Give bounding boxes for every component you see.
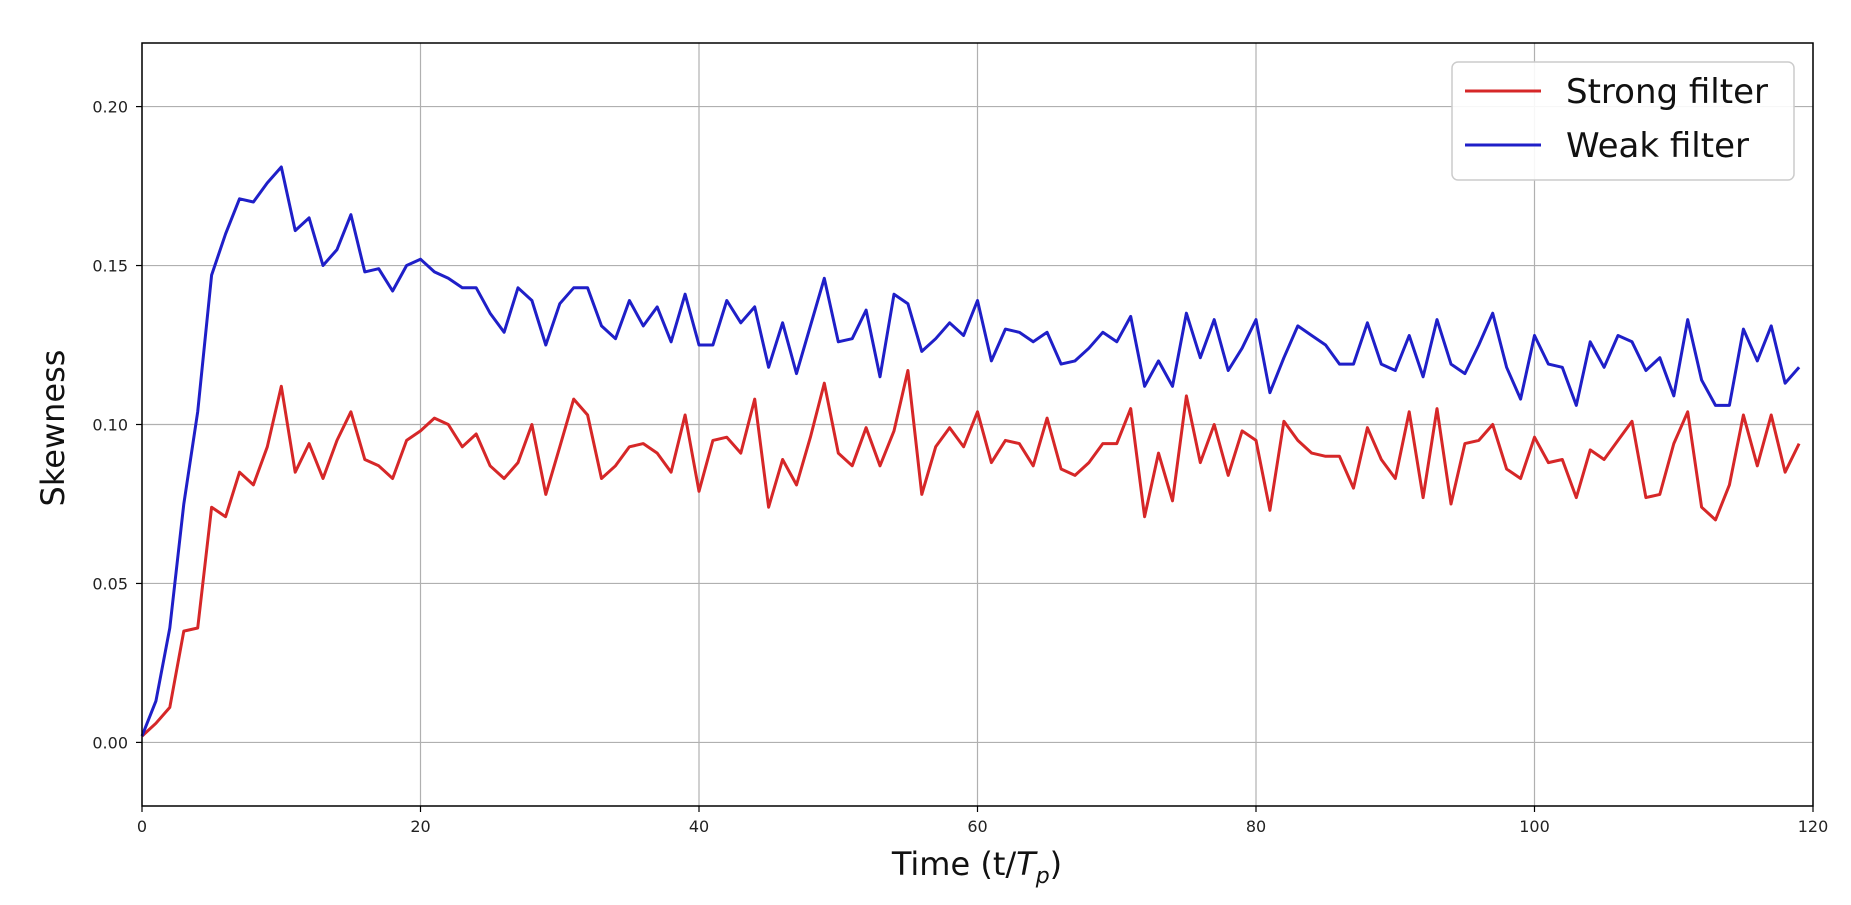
x-axis-title-variable: T (1016, 845, 1038, 883)
x-tick-label: 20 (410, 817, 430, 836)
y-tick-label: 0.05 (92, 574, 128, 593)
x-tick-label: 100 (1519, 817, 1550, 836)
grid (141, 43, 1814, 806)
y-tick-label: 0.20 (92, 98, 128, 117)
y-tick-label: 0.10 (92, 416, 128, 435)
x-tick-label: 80 (1246, 817, 1266, 836)
x-tick-label: 40 (689, 817, 709, 836)
x-axis-ticks: 0 20 40 60 80 100 120 (137, 806, 1828, 836)
x-tick-label: 0 (137, 817, 147, 836)
y-axis-title: Skewness (34, 350, 72, 507)
x-axis-title-prefix: Time (t/ (891, 845, 1017, 883)
y-axis-ticks: 0.00 0.05 0.10 0.15 0.20 (92, 98, 142, 752)
legend-label-strong-filter: Strong filter (1566, 72, 1768, 112)
y-tick-label: 0.15 (92, 257, 128, 276)
series-line-weak-filter (140, 165, 1801, 737)
legend-label-weak-filter: Weak filter (1566, 126, 1749, 166)
series-layer (140, 165, 1801, 738)
y-tick-label: 0.00 (92, 733, 128, 752)
legend: Strong filter Weak filter (1451, 61, 1795, 181)
x-axis-title-subscript: p (1035, 864, 1050, 889)
series-line-strong-filter (140, 369, 1801, 738)
x-axis-title-suffix: ) (1050, 845, 1062, 883)
x-tick-label: 120 (1798, 817, 1829, 836)
x-tick-label: 60 (967, 817, 987, 836)
x-axis-title: Time (t/Tp) (891, 845, 1062, 889)
